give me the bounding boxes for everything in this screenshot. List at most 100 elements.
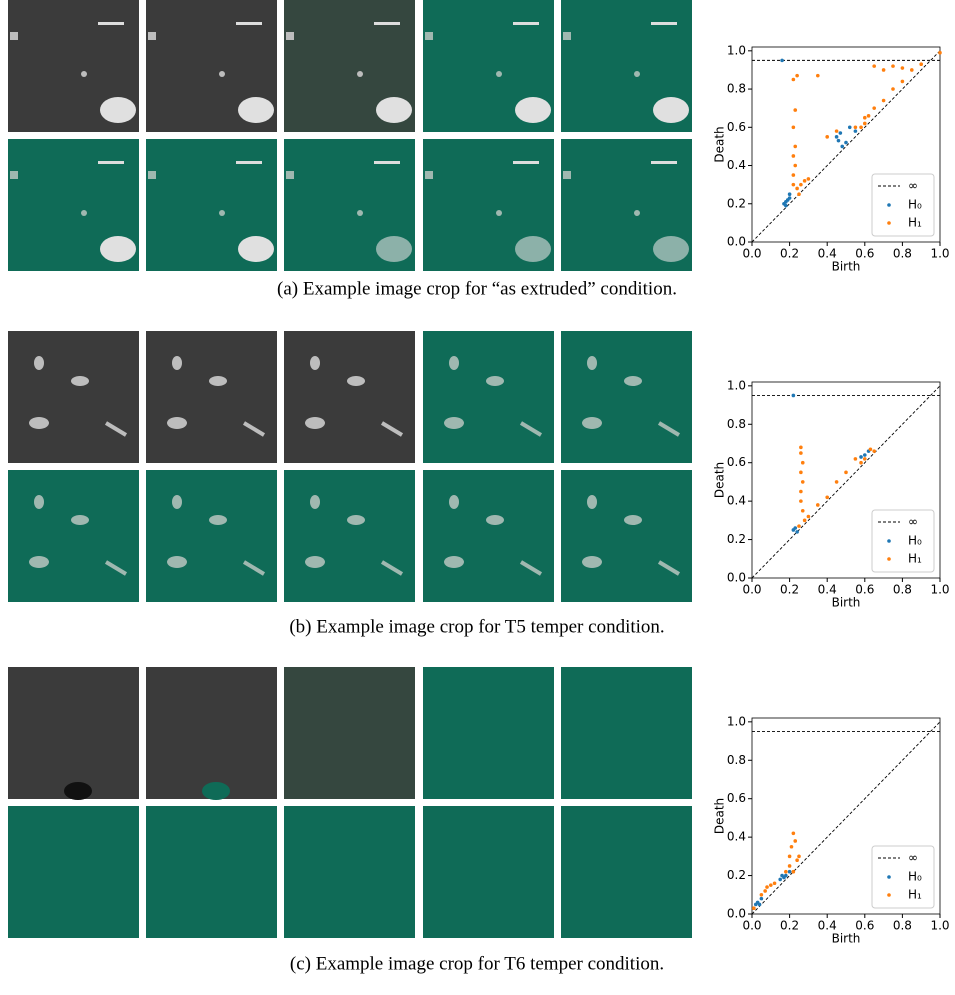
y-tick-label: 0.4 bbox=[727, 158, 746, 172]
point bbox=[840, 144, 845, 149]
point bbox=[787, 196, 792, 200]
image-blob bbox=[34, 356, 44, 370]
image-blob bbox=[10, 32, 18, 40]
legend-box bbox=[871, 173, 935, 237]
image-tile bbox=[284, 806, 415, 938]
point bbox=[891, 87, 895, 91]
image-blob bbox=[148, 32, 156, 40]
image-blob bbox=[380, 421, 404, 437]
y-tick-label: 0.4 bbox=[727, 830, 746, 844]
point bbox=[825, 135, 829, 139]
legend-label: H₀ bbox=[908, 870, 922, 884]
y-tick-label: 0.6 bbox=[727, 120, 746, 134]
y-tick-label: 0.0 bbox=[727, 235, 746, 249]
image-blob bbox=[587, 356, 597, 370]
y-tick-label: 0.2 bbox=[727, 532, 746, 546]
image-tile bbox=[284, 331, 415, 463]
y-tick-label: 1.0 bbox=[727, 714, 746, 728]
image-blob bbox=[657, 560, 681, 576]
point bbox=[866, 114, 871, 118]
image-blob bbox=[587, 495, 597, 509]
point bbox=[791, 182, 796, 187]
x-axis-label: Birth bbox=[832, 596, 861, 610]
image-blob bbox=[380, 560, 404, 576]
image-blob bbox=[486, 515, 504, 525]
legend-label: H₁ bbox=[908, 552, 922, 566]
x-tick-label: 1.0 bbox=[930, 583, 949, 597]
image-blob bbox=[357, 210, 363, 216]
legend-key bbox=[887, 203, 891, 207]
point bbox=[784, 869, 788, 874]
point bbox=[834, 480, 839, 484]
image-tile bbox=[8, 470, 139, 602]
point bbox=[787, 869, 792, 874]
point bbox=[795, 73, 799, 78]
point bbox=[793, 839, 798, 843]
point bbox=[853, 457, 858, 461]
point bbox=[791, 77, 796, 82]
image-blob bbox=[219, 210, 225, 216]
point bbox=[795, 186, 799, 191]
point bbox=[863, 115, 867, 120]
point bbox=[863, 121, 867, 126]
point bbox=[787, 864, 792, 868]
image-blob bbox=[374, 22, 400, 25]
image-blob bbox=[651, 161, 677, 164]
image-tile bbox=[146, 806, 277, 938]
point bbox=[806, 177, 811, 181]
image-tile bbox=[561, 470, 692, 602]
point bbox=[799, 445, 803, 450]
point bbox=[800, 508, 805, 513]
image-blob bbox=[98, 161, 124, 164]
image-blob bbox=[376, 97, 412, 123]
image-blob bbox=[496, 210, 502, 216]
caption: (a) Example image crop for “as extruded”… bbox=[277, 278, 677, 299]
image-blob bbox=[515, 97, 551, 123]
point bbox=[791, 869, 796, 874]
x-tick-label: 0.4 bbox=[818, 583, 837, 597]
image-blob bbox=[653, 97, 689, 123]
image-tile bbox=[561, 806, 692, 938]
image-blob bbox=[148, 171, 156, 179]
image-blob bbox=[286, 32, 294, 40]
point bbox=[816, 73, 820, 78]
point bbox=[872, 106, 876, 110]
image-blob bbox=[242, 560, 266, 576]
x-tick-label: 0.0 bbox=[742, 583, 761, 597]
y-tick-label: 1.0 bbox=[727, 378, 746, 392]
image-blob bbox=[563, 32, 571, 40]
x-axis-label: Birth bbox=[832, 932, 861, 946]
image-tile bbox=[8, 806, 139, 938]
y-axis-label: Death bbox=[713, 126, 727, 162]
image-tile bbox=[423, 331, 554, 463]
point bbox=[795, 530, 799, 534]
image-blob bbox=[634, 210, 640, 216]
point bbox=[793, 163, 798, 168]
point bbox=[859, 460, 863, 465]
legend-key bbox=[887, 539, 891, 543]
point bbox=[759, 892, 764, 897]
point bbox=[759, 896, 764, 901]
image-tile bbox=[423, 667, 554, 799]
x-tick-label: 0.6 bbox=[855, 247, 874, 261]
image-blob bbox=[515, 236, 551, 262]
y-tick-label: 0.8 bbox=[727, 82, 746, 96]
image-tile bbox=[146, 470, 277, 602]
image-blob bbox=[513, 161, 539, 164]
image-blob bbox=[10, 171, 18, 179]
image-blob bbox=[376, 236, 412, 262]
point bbox=[863, 457, 867, 461]
image-blob bbox=[81, 71, 87, 77]
image-blob bbox=[519, 421, 543, 437]
x-tick-label: 0.2 bbox=[780, 919, 799, 933]
point bbox=[791, 173, 796, 177]
image-tile bbox=[8, 331, 139, 463]
point bbox=[859, 455, 863, 459]
point bbox=[844, 470, 848, 475]
point bbox=[806, 514, 811, 519]
point bbox=[795, 858, 799, 862]
legend-label: H₀ bbox=[908, 534, 922, 548]
image-blob bbox=[209, 376, 227, 386]
y-tick-label: 0.4 bbox=[727, 494, 746, 508]
image-blob bbox=[172, 495, 182, 509]
